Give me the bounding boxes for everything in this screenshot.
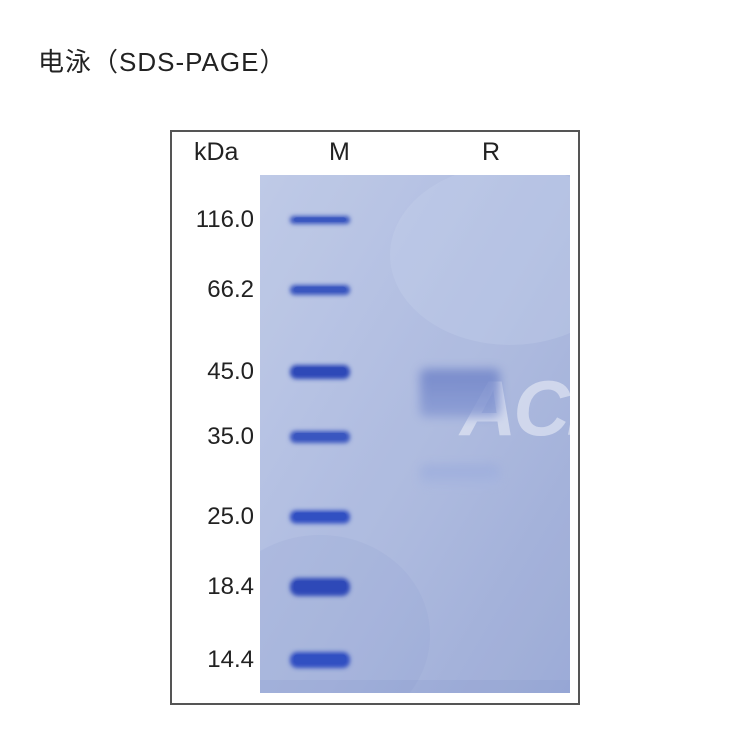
kda-label: 18.4: [207, 573, 254, 601]
lane-headers: kDa M R: [172, 138, 578, 174]
kda-label: 116.0: [196, 206, 254, 234]
sample-header: R: [482, 138, 500, 167]
marker-header: M: [329, 138, 350, 167]
kda-label: 25.0: [207, 503, 254, 531]
kda-label: 14.4: [207, 646, 254, 674]
kda-label: 45.0: [207, 358, 254, 386]
kda-header: kDa: [194, 138, 238, 167]
kda-label: 35.0: [207, 423, 254, 451]
kda-labels: 116.0 66.2 45.0 35.0 25.0 18.4 14.4: [172, 175, 260, 693]
kda-label: 66.2: [207, 276, 254, 304]
page-title: 电泳（SDS-PAGE）: [38, 42, 286, 79]
gel-svg: ACROBIOSYSTEMS: [260, 175, 570, 693]
gel-frame: kDa M R 116.0 66.2 45.0 35.0 25.0 18.4 14.4 AC…: [170, 130, 580, 705]
